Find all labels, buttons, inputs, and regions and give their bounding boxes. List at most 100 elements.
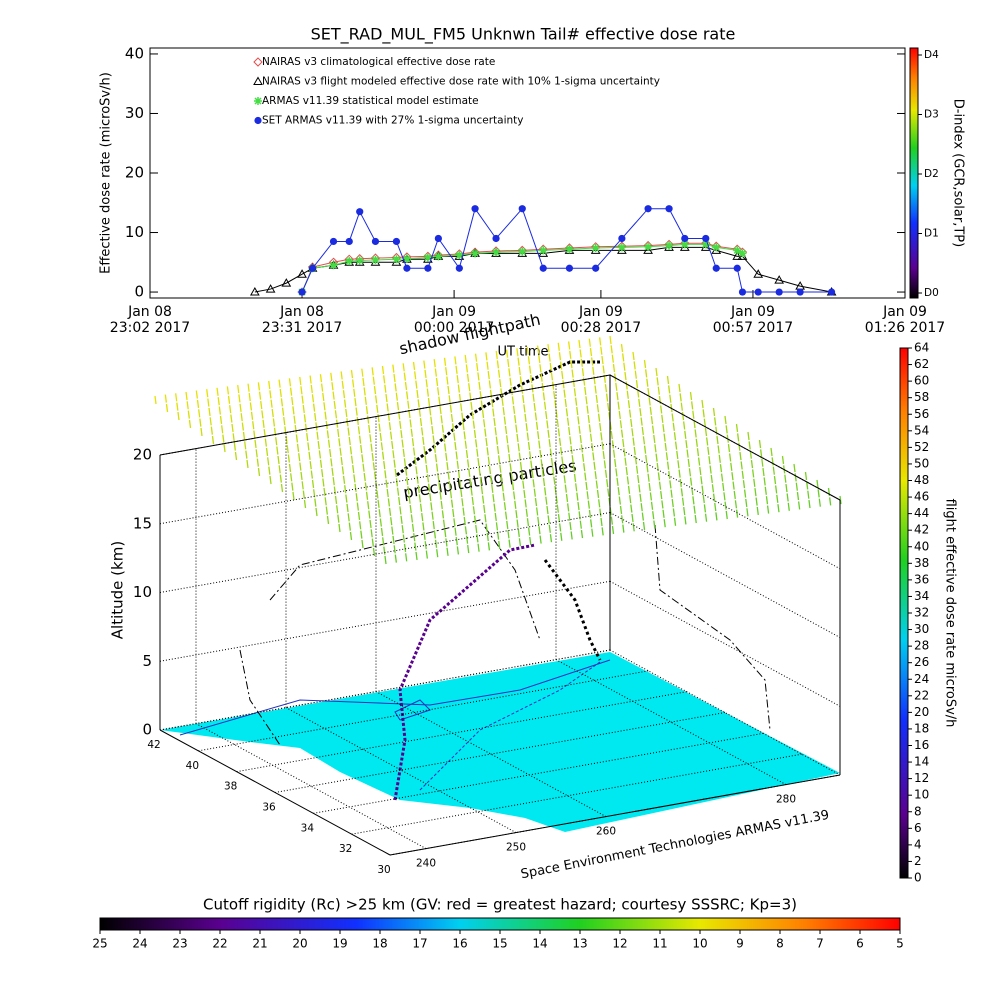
colorbar-tick-label: 2 [914, 854, 922, 868]
particle-dash [758, 439, 762, 449]
colorbar-tick-label: 44 [914, 506, 929, 520]
particle-dash [679, 393, 682, 402]
particle-dash [394, 383, 397, 392]
particle-dash [655, 453, 658, 462]
particle-dash [572, 464, 576, 473]
marker [733, 246, 742, 255]
particle-dash [494, 427, 497, 436]
particle-dash [601, 441, 604, 450]
particle-dash [537, 516, 540, 525]
particle-dash [633, 361, 636, 370]
particle-dash [538, 354, 541, 363]
marker [738, 288, 747, 296]
marker [617, 243, 626, 252]
particle-dash [686, 449, 689, 458]
particle-dash [333, 486, 337, 495]
particle-dash [655, 367, 658, 377]
particle-dash [550, 372, 554, 381]
particle-dash [662, 509, 665, 518]
particle-dash [448, 480, 451, 489]
particle-dash [221, 425, 224, 434]
particle-dash [258, 391, 262, 400]
particle-dash [323, 402, 326, 411]
particle-dash [514, 500, 517, 509]
x-tick-label: 23:31 2017 [262, 320, 342, 336]
y-tick-label: 0 [134, 283, 144, 301]
particle-dash [516, 519, 519, 528]
particle-dash [538, 440, 541, 449]
particle-dash [612, 449, 616, 458]
particle-dash [640, 503, 643, 512]
x-tick-label: 00:28 2017 [561, 320, 641, 336]
particle-dash [793, 463, 796, 473]
particle-dash [689, 391, 693, 401]
particle-dash [711, 484, 715, 493]
particle-dash [430, 416, 433, 425]
marker [254, 116, 262, 125]
particle-dash [620, 343, 624, 353]
particle-dash [562, 465, 565, 474]
particle-dash [324, 411, 327, 420]
colorbar-label: flight effective dose rate microSv/h [943, 499, 958, 728]
particle-dash [597, 413, 601, 422]
particle-dash [320, 383, 324, 392]
particle-dash [508, 453, 511, 463]
rigidity-colorbar [99, 917, 901, 931]
particle-dash [546, 420, 549, 429]
particle-dash [632, 351, 635, 361]
particle-dash [336, 505, 339, 514]
particle-dash [319, 374, 323, 383]
grid-line [198, 670, 649, 752]
particle-dash [432, 521, 435, 530]
particle-dash [786, 493, 789, 502]
marker [702, 234, 710, 243]
particle-dash [643, 359, 647, 369]
marker [565, 264, 574, 272]
particle-dash [357, 511, 361, 520]
lon-tick-label: 240 [416, 858, 436, 870]
particle-dash [547, 515, 550, 524]
particle-dash [753, 478, 756, 487]
particle-dash [764, 486, 767, 495]
particle-dash [457, 470, 461, 479]
particle-dash [680, 488, 684, 497]
particle-dash [491, 399, 494, 408]
marker [471, 249, 480, 258]
particle-dash [356, 416, 359, 425]
particle-dash [417, 399, 420, 408]
particle-dash [218, 406, 222, 415]
particle-dash [363, 473, 366, 482]
shadow-flightpath [396, 360, 600, 477]
particle-dash [288, 378, 292, 387]
particle-dash [590, 519, 593, 528]
particle-dash [691, 401, 694, 410]
particle-dash [532, 393, 535, 402]
particle-dash [556, 504, 559, 513]
marker [618, 234, 626, 243]
particle-dash [469, 392, 472, 401]
particle-dash [784, 474, 787, 483]
z-tick-label: 10 [133, 583, 152, 601]
particle-dash [229, 405, 232, 414]
particle-dash [521, 471, 524, 480]
particle-dash [210, 426, 213, 435]
particle-dash [642, 521, 646, 530]
particle-dash [327, 439, 331, 448]
x-tick-label: 00:00 2017 [414, 320, 494, 336]
particle-dash [517, 357, 520, 366]
particle-dash [357, 426, 361, 435]
particle-dash [445, 452, 448, 461]
particle-dash [188, 419, 192, 429]
particle-dash [457, 384, 461, 393]
marker [345, 257, 354, 266]
particle-dash [653, 520, 656, 529]
x-tick-label: Jan 08 [127, 304, 172, 320]
particle-dash [530, 374, 533, 384]
particle-dash [464, 440, 467, 449]
particle-dash [700, 476, 703, 485]
particle-dash [515, 424, 518, 433]
particle-dash [705, 437, 709, 446]
particle-dash [693, 505, 696, 514]
particle-dash [431, 511, 434, 520]
particle-dash [544, 487, 547, 496]
